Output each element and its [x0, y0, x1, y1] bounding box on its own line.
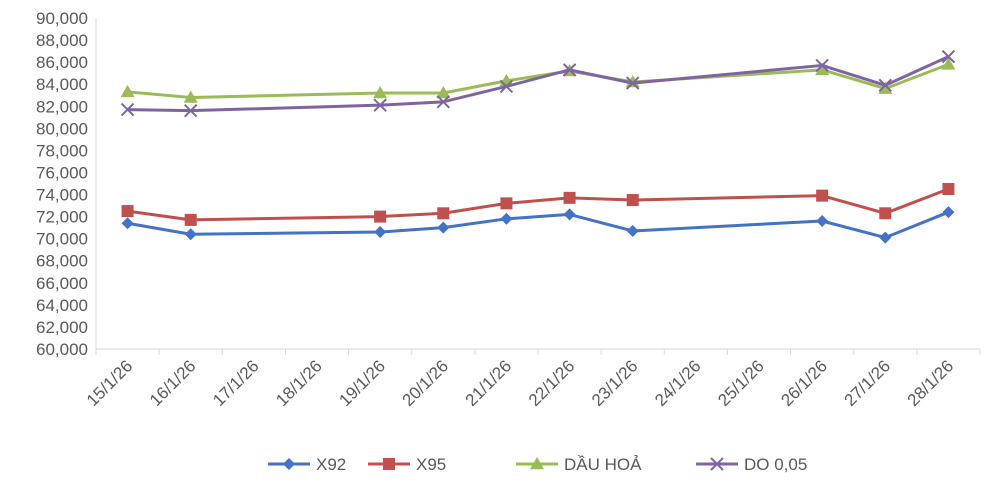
- series-4-point: [499, 79, 514, 94]
- legend: X92 X95 DẦU HOẢ DO 0,05: [268, 455, 807, 474]
- series-3-point: [373, 86, 388, 99]
- legend-marker: [283, 458, 295, 470]
- series-1-point: [437, 221, 450, 234]
- series-3-point: [436, 86, 451, 99]
- x-tick-label: 15/1/26: [83, 356, 137, 410]
- y-tick-label: 90,000: [36, 9, 88, 28]
- series-2-point: [942, 183, 955, 196]
- series-3-point: [878, 81, 893, 94]
- legend-marker: [710, 457, 724, 471]
- x-tick-label: 25/1/26: [714, 356, 768, 410]
- series-2-point: [437, 207, 450, 220]
- y-tick-label: 76,000: [36, 163, 88, 182]
- y-tick-label: 66,000: [36, 274, 88, 293]
- y-axis: 60,000 62,000 64,000 66,000 68,000 70,000 72,0…: [36, 9, 97, 359]
- legend-item-2: X95: [368, 455, 446, 474]
- x-axis: 15/1/26 16/1/26 17/1/26 18/1/26 19/1/26 20/1/…: [83, 348, 981, 410]
- series-1-point: [816, 215, 829, 228]
- series-4-point: [815, 58, 829, 73]
- series-layer: [120, 49, 956, 244]
- series-3-point: [941, 57, 956, 70]
- legend-item-3: DẦU HOẢ: [516, 455, 642, 474]
- x-tick-label: 19/1/26: [335, 356, 389, 410]
- series-2-point: [374, 210, 387, 223]
- series-4-point: [626, 76, 640, 90]
- series-2-line: [127, 187, 949, 222]
- series-2-point: [184, 213, 197, 226]
- y-tick-label: 78,000: [36, 141, 88, 160]
- series-4-point: [562, 63, 577, 77]
- y-tick-label: 84,000: [36, 75, 88, 94]
- series-1-point: [942, 206, 955, 219]
- y-tick-label: 68,000: [36, 252, 88, 271]
- x-tick-label: 16/1/26: [146, 356, 200, 410]
- x-tick-label: 24/1/26: [651, 356, 705, 410]
- series-4-line: [127, 55, 950, 113]
- series-1-point: [563, 208, 576, 221]
- legend-label: DẦU HOẢ: [564, 455, 642, 474]
- series-3-line: [127, 62, 949, 99]
- y-tick-label: 88,000: [36, 31, 88, 50]
- x-tick-label: 20/1/26: [399, 356, 453, 410]
- series-4-point: [436, 95, 450, 109]
- x-tick-label: 27/1/26: [841, 356, 895, 410]
- legend-label: DO 0,05: [744, 455, 807, 474]
- y-tick-label: 80,000: [36, 119, 88, 138]
- legend-marker: [383, 458, 395, 470]
- series-4-point: [878, 78, 892, 93]
- x-tick-label: 28/1/26: [904, 356, 958, 410]
- y-tick-label: 70,000: [36, 230, 88, 249]
- x-tick-label: 17/1/26: [209, 356, 263, 410]
- legend-item-4: DO 0,05: [696, 455, 807, 474]
- series-2-point: [121, 205, 134, 218]
- series-3-point: [815, 62, 830, 76]
- y-tick-label: 60,000: [36, 340, 88, 359]
- x-tick-label: 22/1/26: [525, 356, 579, 410]
- series-4-point: [184, 103, 198, 118]
- y-tick-label: 86,000: [36, 53, 88, 72]
- series-3-point: [120, 84, 135, 98]
- series-3-point: [183, 90, 198, 103]
- legend-item-1: X92: [268, 455, 346, 474]
- series-1-point: [121, 217, 134, 230]
- series-4-point: [120, 102, 135, 117]
- series-1-point: [626, 224, 639, 237]
- series-1-point: [184, 228, 197, 241]
- x-tick-label: 26/1/26: [777, 356, 831, 410]
- y-tick-label: 74,000: [36, 186, 88, 205]
- legend-label: X92: [316, 455, 346, 474]
- series-1-line: [127, 210, 949, 240]
- y-tick-label: 72,000: [36, 208, 88, 227]
- series-2-point: [563, 191, 576, 204]
- series-1-point: [500, 212, 513, 225]
- series-1-point: [374, 226, 387, 239]
- y-tick-label: 62,000: [36, 318, 88, 337]
- x-tick-label: 21/1/26: [462, 356, 516, 410]
- legend-label: X95: [416, 455, 446, 474]
- series-4-point: [373, 98, 387, 112]
- y-tick-label: 64,000: [36, 296, 88, 315]
- series-2-point: [816, 189, 829, 202]
- series-2-point: [500, 197, 513, 210]
- series-2-point: [626, 194, 639, 207]
- x-tick-label: 18/1/26: [272, 356, 326, 410]
- x-tick-label: 23/1/26: [588, 356, 642, 410]
- series-2-point: [879, 207, 892, 220]
- legend-marker: [530, 457, 544, 470]
- series-1-point: [879, 231, 892, 244]
- series-4-point: [941, 49, 956, 64]
- y-tick-label: 82,000: [36, 97, 88, 116]
